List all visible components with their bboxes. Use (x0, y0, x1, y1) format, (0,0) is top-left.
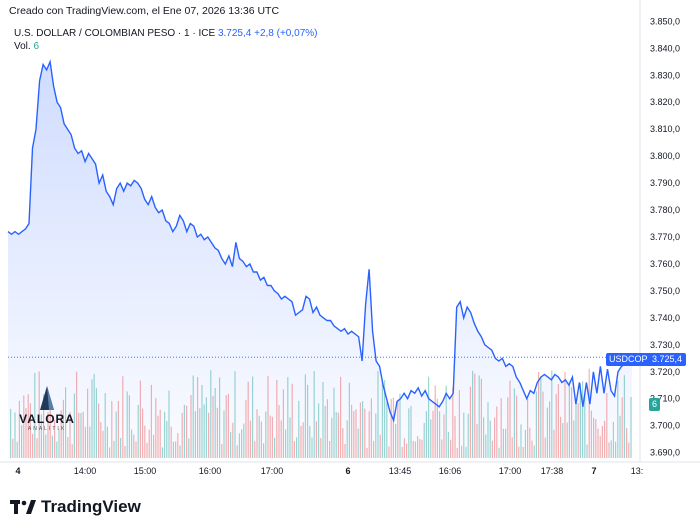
x-tick-label: 15:00 (134, 466, 157, 476)
x-tick-label: 7 (591, 466, 596, 476)
x-tick-label: 17:38 (541, 466, 564, 476)
footer (0, 480, 700, 531)
x-tick-label: 13:45 (389, 466, 412, 476)
y-tick-label: 3.730,0 (650, 340, 680, 350)
volume-value: 6 (33, 41, 40, 52)
y-tick-label: 3.720,0 (650, 367, 680, 377)
y-tick-label: 3.740,0 (650, 313, 680, 323)
valora-watermark: VALORA ANALITIK (16, 382, 78, 432)
tradingview-brand[interactable]: TradingView (10, 497, 141, 517)
y-tick-label: 3.850,0 (650, 16, 680, 26)
x-tick-label: 14:00 (74, 466, 97, 476)
x-tick-label: 6 (345, 466, 350, 476)
x-tick-label: 13: (631, 466, 644, 476)
x-tick-label: 4 (15, 466, 20, 476)
y-tick-label: 3.820,0 (650, 97, 680, 107)
price-badge: 3.725,4 (648, 353, 687, 366)
tradingview-name: TradingView (41, 497, 141, 516)
x-tick-label: 17:00 (499, 466, 522, 476)
y-tick-label: 3.830,0 (650, 70, 680, 80)
y-tick-label: 3.750,0 (650, 286, 680, 296)
valora-logo-icon (40, 386, 54, 410)
created-caption: Creado con TradingView.com, el Ene 07, 2… (9, 5, 280, 17)
tradingview-logo-icon (10, 500, 36, 514)
price-chart[interactable]: 3.690,0 3.700,0 3.710,0 3.720,0 3.730,0 3.740… (0, 0, 700, 480)
volume-legend: Vol. 6 (14, 41, 39, 52)
price-area (7, 59, 640, 459)
price-change: +2,8 (+0,07%) (254, 28, 318, 39)
price-area-fill (8, 61, 632, 459)
symbol-badge: USDCOP (606, 353, 651, 366)
x-tick-label: 16:00 (199, 466, 222, 476)
y-tick-label: 3.690,0 (650, 448, 680, 458)
y-tick-label: 3.760,0 (650, 259, 680, 269)
valora-name: VALORA (19, 412, 75, 426)
volume-label: Vol. (14, 41, 31, 52)
volume-badge: 6 (649, 398, 661, 411)
price-line (7, 59, 633, 423)
chart-area[interactable]: 3.690,0 3.700,0 3.710,0 3.720,0 3.730,0 3.740… (0, 0, 700, 480)
y-axis: 3.690,0 3.700,0 3.710,0 3.720,0 3.730,0 3.740… (639, 0, 680, 462)
y-tick-label: 3.800,0 (650, 151, 680, 161)
x-tick-label: 16:06 (439, 466, 462, 476)
y-tick-label: 3.790,0 (650, 178, 680, 188)
y-tick-label: 3.840,0 (650, 43, 680, 53)
last-price: 3.725,4 (217, 28, 252, 39)
x-tick-label: 17:00 (261, 466, 284, 476)
symbol-name: U.S. DOLLAR / COLOMBIAN PESO · 1 · ICE (14, 28, 216, 39)
y-tick-label: 3.810,0 (650, 124, 680, 134)
symbol-legend[interactable]: U.S. DOLLAR / COLOMBIAN PESO · 1 · ICE 3… (14, 27, 317, 41)
y-tick-label: 3.770,0 (650, 232, 680, 242)
y-tick-label: 3.710,0 (650, 394, 680, 404)
valora-sub: ANALITIK (27, 426, 67, 432)
x-axis: 4 14:00 15:00 16:00 17:00 6 13:45 16:06 17:00 17:… (0, 461, 700, 476)
y-tick-label: 3.780,0 (650, 205, 680, 215)
y-tick-label: 3.700,0 (650, 421, 680, 431)
